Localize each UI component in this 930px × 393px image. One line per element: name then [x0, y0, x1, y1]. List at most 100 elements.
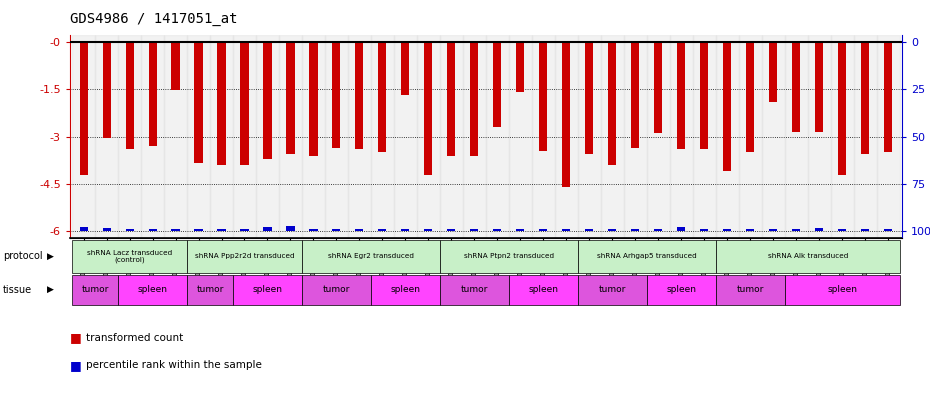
Bar — [516, 229, 525, 231]
Bar — [769, 42, 777, 102]
Bar — [355, 229, 364, 231]
Bar — [95, 35, 118, 238]
Text: shRNA Ppp2r2d transduced: shRNA Ppp2r2d transduced — [194, 253, 294, 259]
Bar — [816, 228, 823, 231]
Bar — [601, 35, 624, 238]
Bar — [724, 229, 731, 231]
Bar — [424, 42, 432, 174]
Bar — [585, 42, 593, 154]
Bar — [494, 42, 501, 127]
Bar — [102, 228, 111, 231]
Text: tumor: tumor — [196, 285, 224, 294]
Text: shRNA Arhgap5 transduced: shRNA Arhgap5 transduced — [597, 253, 697, 259]
Bar — [555, 35, 578, 238]
Bar — [80, 227, 87, 231]
Bar — [539, 42, 548, 151]
Bar — [164, 35, 187, 238]
Text: ▶: ▶ — [47, 252, 54, 261]
Text: spleen: spleen — [528, 285, 558, 294]
Text: ▶: ▶ — [47, 285, 54, 294]
Bar — [118, 35, 141, 238]
Bar — [286, 42, 295, 154]
Bar — [218, 42, 226, 165]
Text: ■: ■ — [70, 359, 82, 372]
Bar — [785, 35, 808, 238]
Bar — [149, 229, 156, 231]
Bar — [402, 42, 409, 95]
Bar — [126, 229, 134, 231]
Bar — [700, 42, 709, 149]
Bar — [187, 35, 210, 238]
Bar — [724, 42, 731, 171]
Bar — [884, 229, 892, 231]
Bar — [677, 42, 685, 149]
Text: spleen: spleen — [252, 285, 283, 294]
Bar — [310, 42, 317, 156]
Bar — [738, 35, 762, 238]
Bar — [218, 229, 226, 231]
Bar — [877, 35, 900, 238]
Bar — [816, 42, 823, 132]
Bar — [563, 42, 570, 187]
Bar — [256, 35, 279, 238]
Bar — [463, 35, 485, 238]
Bar — [677, 227, 685, 231]
Bar — [746, 42, 754, 152]
Bar — [194, 42, 203, 163]
Bar — [585, 229, 593, 231]
Bar — [631, 42, 640, 148]
Bar — [539, 229, 548, 231]
Bar — [693, 35, 716, 238]
Text: spleen: spleen — [391, 285, 420, 294]
Bar — [471, 42, 478, 156]
Bar — [72, 35, 95, 238]
Bar — [532, 35, 555, 238]
Bar — [670, 35, 693, 238]
Bar — [263, 42, 272, 159]
Text: GDS4986 / 1417051_at: GDS4986 / 1417051_at — [70, 12, 237, 26]
Text: spleen: spleen — [138, 285, 167, 294]
Text: spleen: spleen — [828, 285, 857, 294]
Bar — [631, 229, 640, 231]
Bar — [102, 42, 111, 138]
Text: shRNA Alk transduced: shRNA Alk transduced — [767, 253, 848, 259]
Bar — [241, 229, 248, 231]
Bar — [608, 42, 617, 165]
Bar — [769, 229, 777, 231]
Bar — [310, 229, 317, 231]
Bar — [792, 229, 801, 231]
Bar — [716, 35, 738, 238]
Text: tumor: tumor — [460, 285, 488, 294]
Bar — [485, 35, 509, 238]
Bar — [440, 35, 463, 238]
Bar — [830, 35, 854, 238]
Bar — [516, 42, 525, 92]
Bar — [792, 42, 801, 132]
Text: tumor: tumor — [81, 285, 109, 294]
Bar — [233, 35, 256, 238]
Bar — [861, 42, 870, 154]
Text: shRNA Ptpn2 transduced: shRNA Ptpn2 transduced — [464, 253, 554, 259]
Bar — [509, 35, 532, 238]
Bar — [371, 35, 394, 238]
Text: transformed count: transformed count — [86, 333, 184, 343]
Bar — [279, 35, 302, 238]
Bar — [332, 229, 340, 231]
Bar — [355, 42, 364, 149]
Bar — [655, 42, 662, 133]
Bar — [447, 229, 456, 231]
Bar — [624, 35, 647, 238]
Bar — [762, 35, 785, 238]
Bar — [171, 229, 179, 231]
Text: tumor: tumor — [737, 285, 764, 294]
Bar — [194, 229, 203, 231]
Text: tumor: tumor — [323, 285, 351, 294]
Bar — [417, 35, 440, 238]
Bar — [325, 35, 348, 238]
Text: spleen: spleen — [667, 285, 697, 294]
Bar — [379, 42, 387, 152]
Bar — [563, 229, 570, 231]
Bar — [608, 229, 617, 231]
Bar — [700, 229, 709, 231]
Bar — [884, 42, 892, 152]
